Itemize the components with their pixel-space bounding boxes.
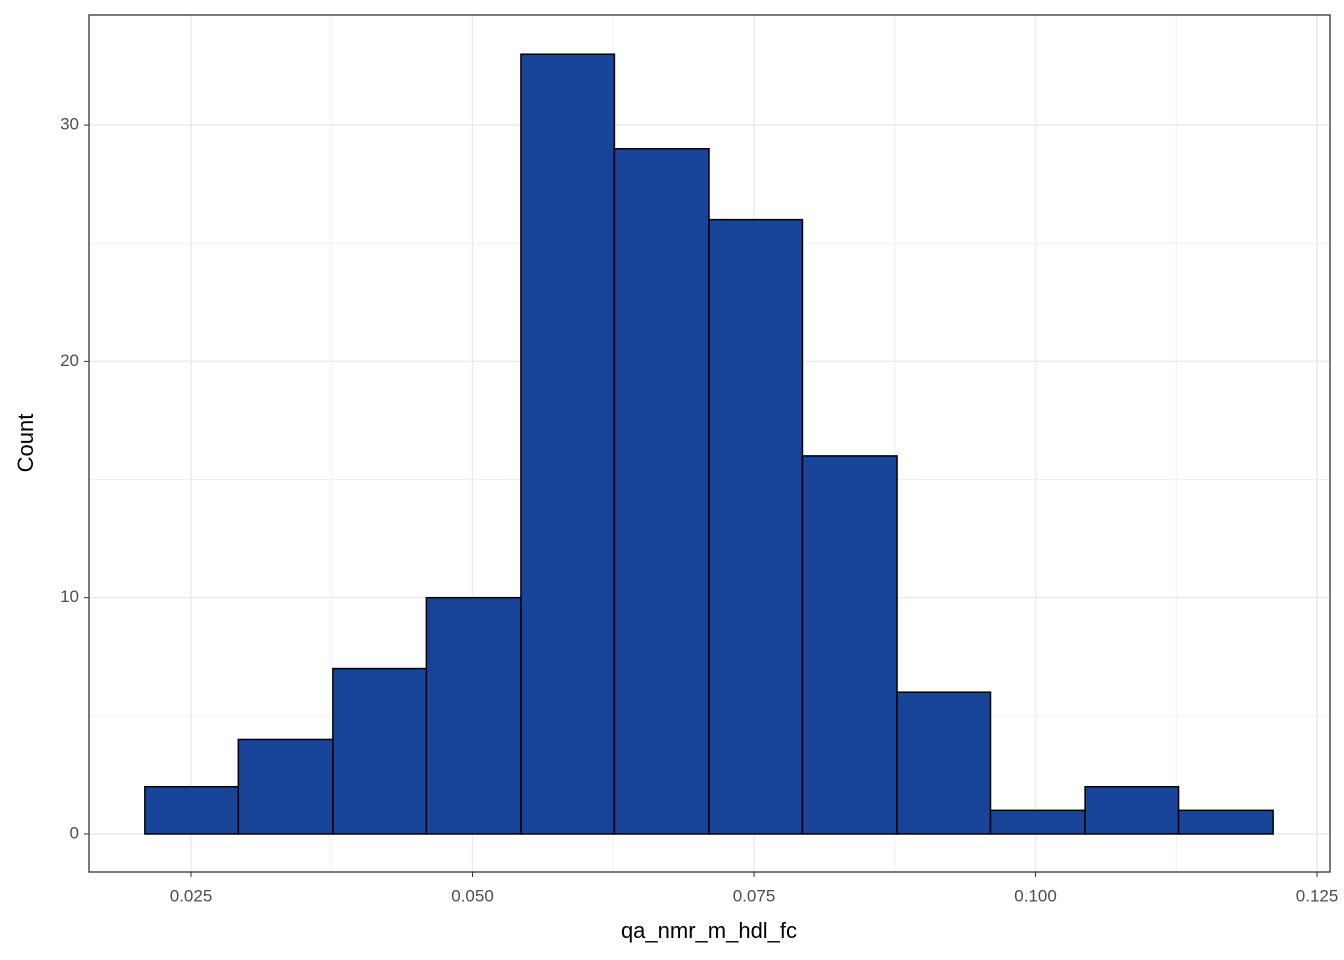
bar [613, 147, 710, 835]
x-tick-label: 0.050 [451, 886, 494, 905]
x-axis-title: qa_nmr_m_hdl_fc [621, 918, 797, 943]
bar [896, 691, 992, 835]
bar [708, 218, 804, 835]
bar [989, 809, 1086, 835]
bar [1084, 785, 1180, 835]
bar [801, 455, 898, 835]
y-tick-label: 10 [60, 587, 79, 606]
y-tick-label: 20 [60, 351, 79, 370]
bar [332, 667, 428, 835]
bar [144, 785, 240, 835]
bar [520, 53, 616, 835]
x-tick-label: 0.075 [733, 886, 776, 905]
bar [237, 738, 334, 835]
panel-border [88, 14, 1331, 873]
y-axis-title: Count [13, 414, 38, 473]
y-tick-label: 30 [60, 115, 79, 134]
bar [1177, 809, 1274, 835]
x-tick-label: 0.125 [1296, 886, 1339, 905]
x-tick-label: 0.025 [170, 886, 213, 905]
x-tick-label: 0.100 [1014, 886, 1057, 905]
y-tick-label: 0 [70, 823, 79, 842]
bar [425, 596, 522, 835]
